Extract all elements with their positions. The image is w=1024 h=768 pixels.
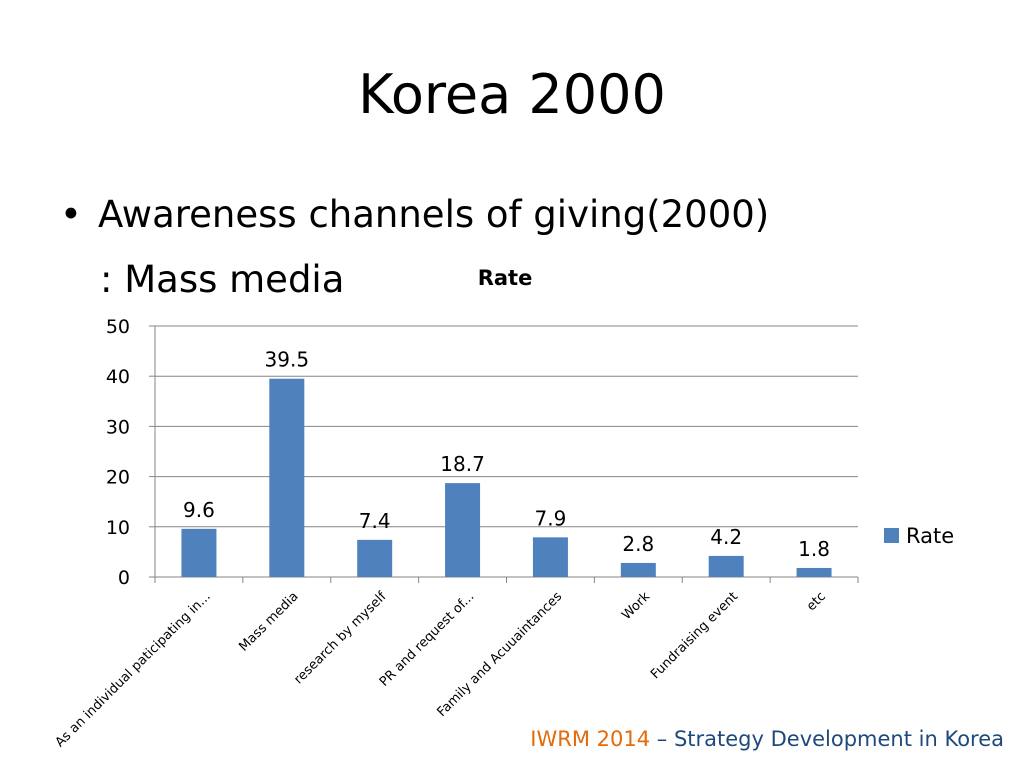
slide-title: Korea 2000	[358, 63, 666, 126]
bar	[181, 528, 217, 577]
legend-label: Rate	[906, 524, 954, 548]
data-label: 39.5	[265, 348, 310, 372]
legend-swatch	[884, 528, 899, 543]
footer-org: IWRM 2014	[530, 727, 651, 751]
bar	[708, 555, 744, 577]
bullet-dot: •	[60, 193, 82, 236]
x-tick-label: etc	[804, 589, 829, 614]
x-tick-label: Work	[619, 589, 653, 623]
y-tick-label: 30	[106, 416, 130, 438]
data-label: 2.8	[622, 532, 654, 556]
x-tick-label: Fundraising event	[648, 589, 741, 682]
y-tick-label: 40	[106, 366, 130, 388]
data-label: 7.4	[359, 509, 391, 533]
x-tick-label: research by myself	[291, 589, 389, 687]
x-tick-label: As an individual paticipating in...	[53, 589, 214, 750]
bar	[532, 537, 568, 577]
y-tick-label: 0	[118, 567, 130, 589]
bullet-label: Awareness channels of giving(2000)	[98, 193, 770, 236]
bullet-subtext: : Mass media	[100, 258, 345, 301]
y-tick-label: 50	[106, 316, 130, 338]
data-label: 7.9	[535, 506, 567, 530]
footer-subtitle: – Strategy Development in Korea	[650, 727, 1004, 751]
footer: IWRM 2014 – Strategy Development in Kore…	[530, 724, 1004, 754]
chart-title: Rate	[478, 266, 533, 290]
x-tick-label: PR and request of...	[377, 589, 477, 689]
bullet-text: • Awareness channels of giving(2000)	[60, 190, 769, 240]
data-label: 18.7	[440, 452, 485, 476]
y-tick-label: 10	[106, 517, 130, 539]
bar	[357, 539, 393, 577]
data-label: 9.6	[183, 498, 215, 522]
data-label: 4.2	[710, 525, 742, 549]
bar	[269, 378, 305, 577]
x-tick-label: Mass media	[236, 589, 301, 654]
data-label: 1.8	[798, 537, 830, 561]
bar	[796, 567, 832, 577]
y-tick-label: 20	[106, 467, 130, 489]
bar	[445, 483, 481, 577]
bar	[620, 562, 656, 577]
